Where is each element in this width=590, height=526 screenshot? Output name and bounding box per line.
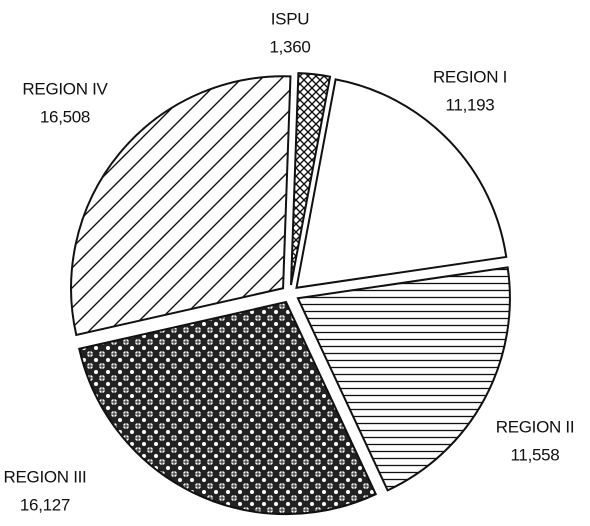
pie-slice bbox=[296, 266, 511, 492]
slice-label: ISPU bbox=[271, 9, 309, 28]
slice-value-label: 1,360 bbox=[269, 37, 310, 56]
slice-label: REGION III bbox=[4, 467, 87, 486]
pie-slice bbox=[289, 72, 332, 286]
pie-slice bbox=[70, 75, 292, 337]
slice-value-label: 11,558 bbox=[511, 445, 560, 464]
slice-value-label: 11,193 bbox=[446, 95, 495, 114]
slice-label: REGION IV bbox=[22, 79, 108, 98]
slice-value-label: 16,127 bbox=[20, 495, 70, 514]
slice-label: REGION I bbox=[433, 67, 507, 86]
slice-label: REGION II bbox=[496, 417, 575, 436]
slice-value-label: 16,508 bbox=[40, 107, 90, 126]
pie-slice bbox=[295, 78, 508, 289]
pie-slice bbox=[78, 300, 378, 516]
